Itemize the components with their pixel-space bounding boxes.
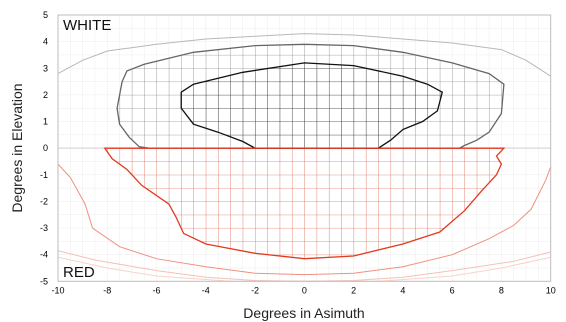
x-tick-label: 10 (546, 285, 556, 295)
plot-border (57, 14, 552, 282)
x-axis-title: Degrees in Asimuth (243, 305, 364, 321)
x-tick-label: 0 (302, 285, 307, 295)
contour-region-fill (104, 148, 504, 259)
y-tick-label: 1 (43, 117, 48, 127)
x-tick-label: 6 (450, 285, 455, 295)
hatched-regions (104, 44, 504, 259)
x-tick-label: -10 (51, 285, 64, 295)
y-tick-label: 5 (43, 10, 48, 20)
contour-line (57, 163, 552, 276)
contour-lines (57, 33, 552, 282)
contour-line (180, 62, 444, 149)
y-axis-ticks: 5 4 3 2 1 0 -1 -2 -3 -4 -5 (40, 10, 48, 286)
x-tick-label: 2 (351, 285, 356, 295)
y-tick-label: -1 (40, 170, 48, 180)
y-axis-title: Degrees in Elevation (9, 83, 25, 212)
contour-region-fill (181, 62, 443, 149)
x-axis-ticks: -10 -8 -6 -4 -2 0 2 4 6 8 10 (51, 285, 555, 295)
y-tick-label: -4 (40, 250, 48, 260)
y-tick-label: 2 (43, 90, 48, 100)
x-tick-label: -4 (202, 285, 210, 295)
x-tick-label: -6 (153, 285, 161, 295)
x-tick-label: -8 (103, 285, 111, 295)
y-tick-label: -3 (40, 223, 48, 233)
contour-line (116, 43, 505, 149)
contour-line (57, 33, 551, 77)
red-region-label: RED (63, 264, 95, 281)
y-tick-label: -5 (40, 276, 48, 286)
y-tick-label: 3 (43, 63, 48, 73)
y-tick-label: 4 (43, 37, 48, 47)
x-tick-label: 8 (499, 285, 504, 295)
y-tick-label: -2 (40, 196, 48, 206)
y-tick-label: 0 (43, 143, 48, 153)
x-tick-label: 4 (400, 285, 405, 295)
white-region-label: WHITE (63, 17, 111, 34)
plot-area (57, 14, 552, 282)
contour-line (103, 147, 506, 260)
x-tick-label: -2 (251, 285, 259, 295)
